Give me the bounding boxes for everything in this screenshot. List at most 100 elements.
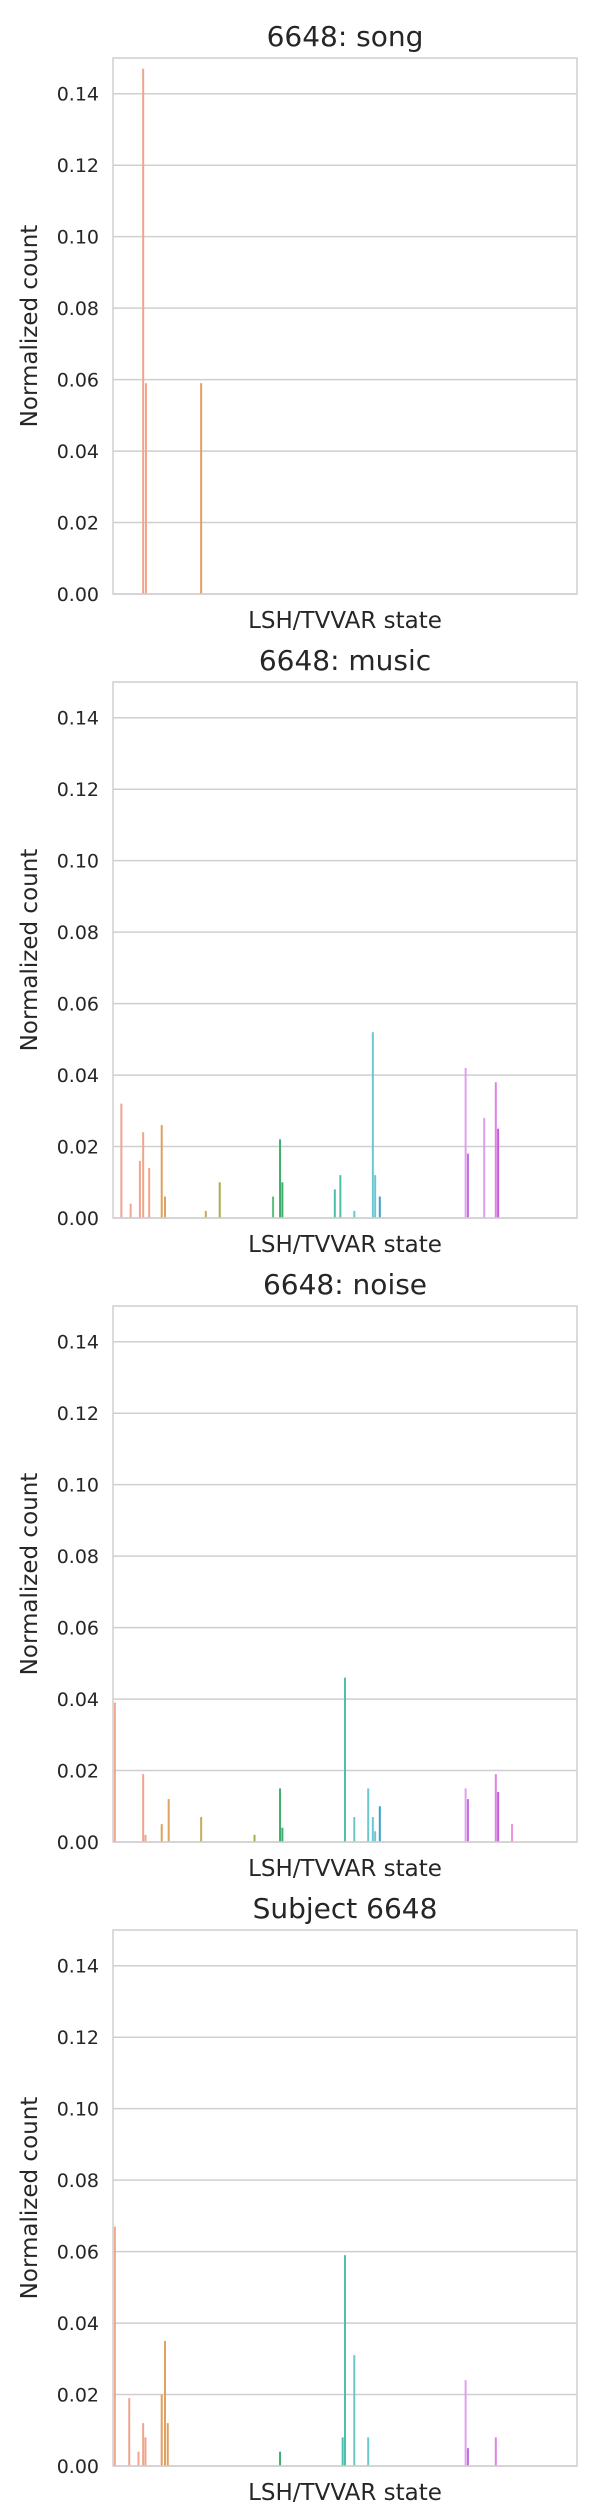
y-tick-label: 0.04 [57,1689,99,1711]
bar-mark [483,1117,486,1218]
bar-mark [167,1799,170,1842]
bar-mark [200,1816,203,1842]
bar-mark [138,1160,141,1218]
bar-mark [160,1824,163,1842]
x-axis-label: LSH/TVVAR state [248,2480,442,2506]
bar-mark [378,1806,381,1842]
bar-mark [163,1196,166,1218]
bar-mark [494,1082,497,1218]
y-tick-label: 0.00 [57,1832,99,1854]
y-axis-label: Normalized count [17,849,43,1052]
y-axis-label: Normalized count [17,1473,43,1676]
y-tick-label: 0.12 [57,155,99,177]
bar-mark [253,1834,256,1842]
y-tick-label: 0.00 [57,2456,99,2478]
y-tick-label: 0.06 [57,994,99,1016]
bar-mark [113,1702,116,1842]
y-tick-label: 0.02 [57,513,99,535]
bar-mark [128,2398,131,2466]
y-tick-label: 0.06 [57,2242,99,2264]
y-tick-label: 0.14 [57,1956,99,1978]
x-axis-label: LSH/TVVAR state [248,608,442,634]
y-tick-label: 0.10 [57,227,99,249]
bar-mark [353,2355,356,2466]
bar-mark [333,1189,336,1218]
y-tick-label: 0.14 [57,708,99,730]
bar-mark [120,1103,123,1218]
x-axis-label: LSH/TVVAR state [248,1232,442,1258]
bar-mark [494,2437,497,2466]
chart-panel-4: Subject 6648 0.00 0.02 0.04 0.06 0.08 0.10 0.12… [17,1892,578,2506]
y-tick-label: 0.02 [57,2385,99,2407]
bar-mark [200,383,203,594]
bar-mark [137,2451,140,2466]
bar-mark [511,1824,514,1842]
chart-title: 6648: noise [263,1268,427,1301]
y-tick-label: 0.04 [57,1065,99,1087]
bar-mark [204,1210,207,1218]
bar-mark [464,1067,467,1218]
bar-mark [144,1834,147,1842]
y-tick-label: 0.12 [57,2027,99,2049]
plot-frame [112,1305,578,1843]
bar-mark [344,1677,346,1842]
bar-mark [148,1167,151,1218]
y-tick-label: 0.14 [57,1332,99,1354]
y-tick-label: 0.10 [57,851,99,873]
bar-mark [144,383,147,594]
y-tick-label: 0.08 [57,1546,99,1568]
chart-panel-1: 6648: song 0.00 0.02 0.04 0.06 0.08 0.10 0.12 0.… [17,20,578,634]
bar-mark [466,1153,469,1218]
chart-panel-3: 6648: noise 0.00 0.02 0.04 0.06 0.08 0.10 0.12 0… [17,1268,578,1882]
bar-mark [160,2394,163,2466]
bar-mark [144,2437,147,2466]
bar-mark [218,1182,221,1218]
y-tick-label: 0.08 [57,2170,99,2192]
bar-mark [163,2340,166,2466]
bar-mark [279,1788,282,1842]
chart-title: 6648: song [267,20,424,53]
y-tick-label: 0.04 [57,441,99,463]
bar-mark [281,1827,284,1842]
bar-mark [113,2226,116,2466]
bar-mark [371,1032,374,1218]
bar-mark [497,1791,500,1842]
bar-mark [466,2448,469,2466]
bar-mark [339,1175,342,1218]
chart-title: 6648: music [259,644,431,677]
y-axis-label: Normalized count [17,2097,43,2300]
bar-mark [464,1788,467,1842]
y-tick-label: 0.06 [57,370,99,392]
bar-mark [160,1125,163,1218]
bar-mark [142,68,145,595]
bar-mark [279,2451,282,2466]
chart-panel-2: 6648: music 0.00 0.02 0.04 0.06 0.08 0.10 0.12 0… [17,644,578,1258]
y-tick-label: 0.08 [57,922,99,944]
bar-mark [374,1831,377,1842]
bar-mark [353,1816,356,1842]
plot-frame [112,57,578,595]
y-tick-label: 0.12 [57,779,99,801]
bar-mark [344,2255,346,2466]
y-tick-label: 0.00 [57,1208,99,1230]
bar-mark [142,1132,145,1218]
bar-mark [378,1196,381,1218]
bar-mark [129,1203,132,1218]
x-axis-label: LSH/TVVAR state [248,1856,442,1882]
y-tick-label: 0.02 [57,1761,99,1783]
bar-mark [341,2437,344,2466]
y-tick-label: 0.00 [57,584,99,606]
bar-mark [494,1774,497,1842]
bar-mark [272,1196,275,1218]
y-tick-label: 0.10 [57,1475,99,1497]
bar-mark [142,2423,145,2466]
bar-mark [367,1788,370,1842]
chart-title: Subject 6648 [253,1892,438,1925]
y-tick-label: 0.04 [57,2313,99,2335]
bar-mark [466,1799,469,1842]
plot-frame [112,1929,578,2467]
y-tick-label: 0.02 [57,1137,99,1159]
bar-mark [279,1139,282,1218]
y-tick-label: 0.08 [57,298,99,320]
